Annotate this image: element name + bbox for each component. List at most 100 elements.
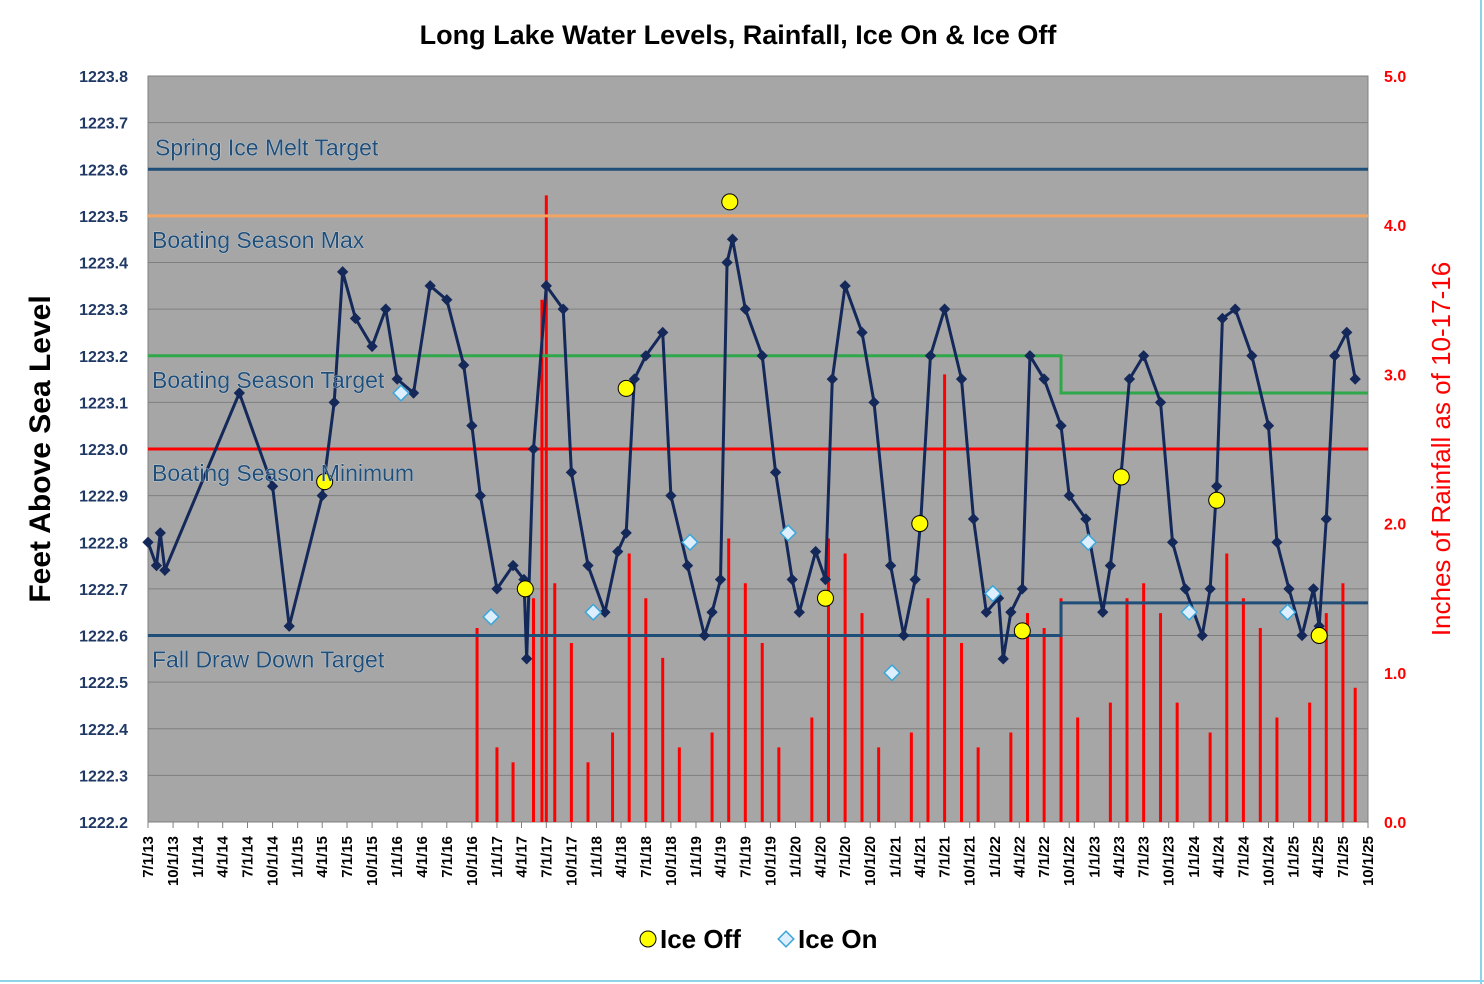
x-tick-label-15: 4/1/17 (513, 836, 530, 878)
y-tick-label-right-1: 1.0 (1384, 666, 1406, 683)
x-tick-label-38: 1/1/23 (1086, 836, 1103, 878)
y-axis-right-ticks: 0.0 1.0 2.0 3.0 4.0 5.0 (1384, 69, 1406, 832)
x-tick-label-26: 1/1/20 (787, 836, 804, 878)
water-level-point-27 (565, 466, 578, 478)
x-tick-label-29: 10/1/20 (862, 836, 879, 886)
water-level-point-45 (786, 573, 798, 586)
water-level-point-68 (1055, 420, 1067, 432)
water-level-point-59 (955, 373, 968, 385)
ice-off-point-3 (721, 193, 739, 211)
ref-label-3: Boating Season Minimum (152, 460, 414, 486)
water-level-point-15 (424, 280, 436, 292)
water-level-point-53 (884, 559, 897, 572)
ice-off-point-9 (1310, 627, 1328, 644)
x-tick-label-37: 10/1/22 (1061, 836, 1078, 886)
x-tick-label-40: 7/1/23 (1136, 836, 1153, 878)
ice-on-point-5 (984, 584, 1002, 603)
water-level-point-0 (142, 536, 154, 548)
ice-on-point-2 (681, 533, 699, 552)
y-tick-label-left-15: 1223.7 (79, 116, 128, 133)
water-level-point-46 (793, 606, 805, 618)
x-tick-label-34: 1/1/22 (987, 836, 1004, 878)
water-level-point-37 (698, 629, 711, 642)
ice-on-point-4 (883, 663, 901, 682)
water-level-point-30 (612, 545, 624, 558)
water-level-point-49 (826, 373, 838, 385)
water-level-point-5 (266, 480, 279, 492)
x-tick-label-46: 1/1/25 (1286, 836, 1303, 878)
x-tick-label-17: 10/1/17 (563, 836, 580, 886)
ref-label-1: Boating Season Max (152, 227, 365, 253)
x-tick-label-42: 1/1/24 (1186, 835, 1203, 877)
ice-off-point-4 (816, 589, 834, 607)
y-tick-label-left-12: 1223.4 (79, 256, 128, 273)
water-level-point-91 (1320, 513, 1332, 525)
x-tick-label-35: 4/1/22 (1011, 836, 1028, 878)
water-level-point-38 (706, 606, 718, 618)
water-level-point-7 (316, 489, 328, 502)
water-level-point-11 (366, 340, 378, 353)
water-level-point-85 (1262, 420, 1275, 432)
x-tick-label-22: 1/1/19 (688, 836, 705, 878)
x-tick-label-9: 10/1/15 (364, 836, 381, 886)
water-level-point-16 (441, 294, 453, 306)
water-level-point-82 (1216, 312, 1229, 325)
water-level-point-54 (898, 629, 910, 642)
water-level-point-51 (856, 326, 868, 339)
water-level-point-25 (540, 280, 552, 292)
x-tick-label-24: 7/1/19 (737, 836, 754, 878)
water-level-point-12 (380, 303, 392, 315)
water-level-point-52 (868, 396, 880, 409)
water-level-point-36 (681, 559, 694, 572)
water-level-point-67 (1038, 373, 1050, 385)
ice-on-point-3 (779, 524, 797, 542)
y-tick-label-left-3: 1222.5 (79, 675, 128, 692)
water-level-point-44 (769, 466, 782, 478)
ice-off-point-6 (1013, 622, 1031, 640)
x-tick-label-23: 4/1/19 (713, 836, 730, 878)
y-tick-label-left-16: 1223.8 (79, 69, 128, 86)
water-level-point-33 (640, 350, 652, 362)
x-tick-label-4: 7/1/14 (240, 835, 257, 877)
water-level-point-13 (391, 373, 403, 385)
water-level-point-4 (233, 387, 245, 399)
water-level-point-58 (938, 303, 951, 315)
ice-off-point-5 (911, 515, 929, 533)
water-level-point-79 (1196, 629, 1208, 642)
water-level-point-41 (726, 233, 739, 245)
y-tick-label-left-11: 1223.3 (79, 302, 128, 319)
water-level-point-84 (1246, 350, 1258, 362)
water-level-point-75 (1137, 350, 1150, 362)
water-level-point-18 (466, 420, 478, 432)
x-tick-label-6: 1/1/15 (290, 836, 307, 878)
reference-labels: Spring Ice Melt Target Boating Season Max… (152, 134, 415, 673)
water-level-point-55 (909, 573, 921, 586)
x-tick-label-3: 4/1/14 (215, 835, 232, 877)
x-tick-label-25: 10/1/19 (762, 836, 779, 886)
water-level-point-63 (997, 653, 1009, 665)
water-level-point-29 (599, 606, 611, 618)
x-tick-label-45: 10/1/24 (1260, 835, 1277, 886)
water-level-point-24 (527, 443, 540, 455)
x-tick-label-49: 10/1/25 (1360, 836, 1377, 886)
x-tick-label-43: 4/1/24 (1211, 835, 1228, 877)
ice-off-point-1 (516, 580, 534, 598)
water-level-point-57 (924, 350, 937, 362)
water-level-point-20 (491, 583, 503, 595)
y-tick-label-left-2: 1222.4 (79, 722, 128, 739)
water-level-point-78 (1179, 583, 1191, 595)
y-tick-label-left-8: 1223.0 (79, 442, 128, 459)
water-level-point-88 (1296, 629, 1308, 642)
legend-ice-on-marker (777, 930, 795, 948)
ref-line-2 (148, 354, 1368, 395)
x-tick-label-16: 7/1/17 (538, 836, 555, 878)
y-tick-label-left-13: 1223.5 (79, 209, 128, 226)
water-level-point-48 (819, 573, 832, 586)
legend-ice-off-marker (639, 930, 657, 948)
y-axis-label-left: Feet Above Sea Level (24, 295, 57, 602)
water-level-point-81 (1211, 480, 1223, 492)
y-tick-label-left-0: 1222.2 (79, 815, 128, 832)
water-level-point-2 (154, 527, 166, 539)
x-tick-label-8: 7/1/15 (339, 836, 356, 878)
water-level-point-6 (283, 620, 295, 632)
